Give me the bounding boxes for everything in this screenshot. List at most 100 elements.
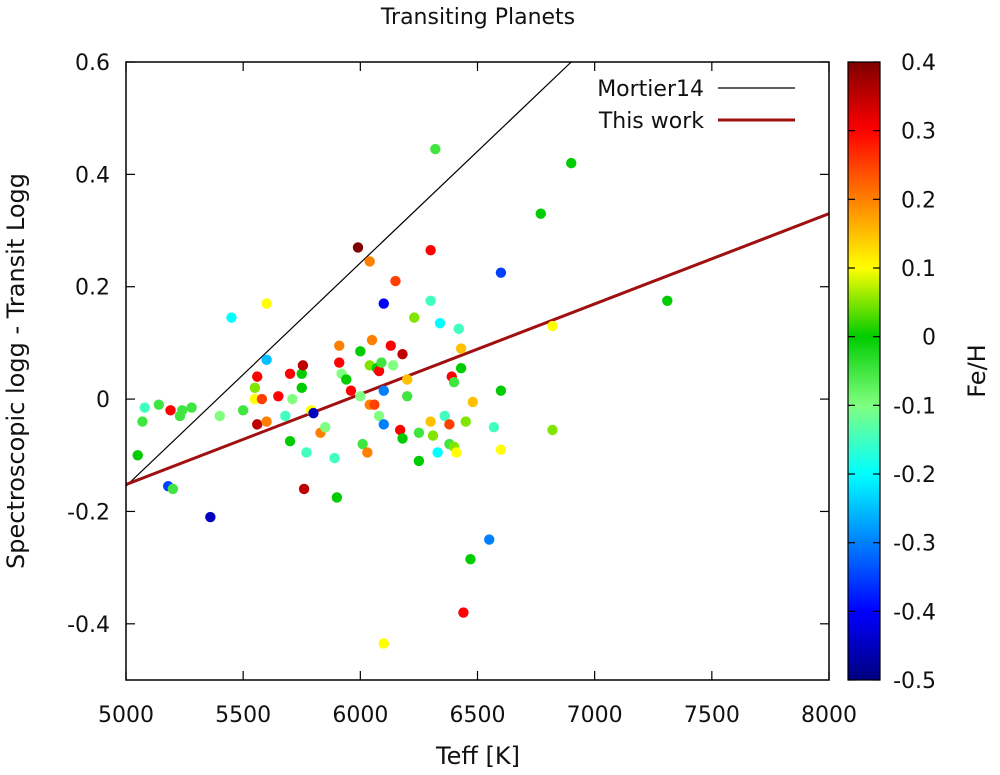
x-axis-title: Teff [K] (435, 742, 520, 770)
x-tick-label-6500: 6500 (450, 703, 506, 728)
data-point-17 (252, 371, 263, 382)
data-point-5 (165, 405, 176, 416)
data-point-26 (287, 393, 298, 405)
data-point-8 (177, 405, 188, 416)
data-point-57 (378, 298, 389, 309)
data-point-21 (261, 416, 272, 427)
data-point-24 (284, 368, 296, 380)
data-point-65 (397, 348, 408, 360)
data-point-97 (495, 444, 507, 455)
x-tick-label-5500: 5500 (215, 703, 271, 728)
data-point-13 (237, 405, 249, 416)
data-point-98 (535, 208, 546, 219)
x-tick-label-6000: 6000 (332, 703, 388, 728)
colorbar-tick-label-0-1: 0.1 (901, 257, 936, 282)
data-point-73 (425, 295, 436, 306)
data-point-101 (566, 157, 577, 169)
data-point-20 (261, 354, 272, 365)
data-point-67 (402, 374, 413, 385)
data-point-78 (434, 318, 446, 329)
data-point-85 (451, 447, 462, 458)
data-point-59 (378, 419, 389, 430)
data-point-6 (167, 483, 179, 495)
data-point-27 (296, 368, 307, 380)
data-point-58 (378, 385, 389, 396)
data-point-1 (137, 416, 148, 427)
legend-item-mortier14: Mortier14 (597, 77, 795, 102)
data-point-2 (139, 402, 150, 413)
data-point-10 (205, 511, 216, 523)
x-tick-label-8000: 8000 (801, 703, 857, 728)
colorbar-tick-label-0-2: -0.2 (893, 463, 936, 488)
data-point-76 (430, 143, 441, 155)
data-point-11 (214, 410, 225, 422)
data-point-46 (357, 438, 368, 450)
y-tick-label-0-6: 0.6 (75, 51, 110, 76)
data-point-62 (387, 360, 399, 371)
data-point-35 (319, 421, 331, 433)
y-tick-label-0-2: 0.2 (75, 276, 110, 301)
data-point-42 (345, 385, 357, 396)
data-point-100 (547, 424, 558, 436)
data-point-71 (413, 455, 425, 467)
data-point-33 (308, 407, 319, 419)
data-point-44 (355, 346, 366, 357)
data-point-25 (284, 436, 296, 447)
colorbar-ticks: 0.4 0.3 0.2 0.1 0 -0.1 -0.2 -0.3 -0.4 -0.5 (848, 51, 936, 694)
data-point-12 (226, 312, 237, 323)
data-points (132, 143, 673, 649)
data-point-96 (495, 385, 507, 396)
data-point-93 (484, 534, 495, 545)
data-point-28 (296, 382, 307, 394)
colorbar-title: Fe/H (963, 344, 991, 397)
legend-label-this-work: This work (598, 109, 704, 134)
legend-item-this-work: This work (598, 109, 795, 134)
data-point-61 (385, 340, 396, 351)
data-point-55 (373, 410, 385, 422)
data-point-0 (132, 450, 143, 461)
data-point-14 (249, 382, 261, 394)
data-point-69 (409, 312, 420, 323)
data-point-39 (334, 357, 345, 368)
y-axis-ticks: -0.4 -0.2 0 0.2 0.4 0.6 (67, 51, 829, 638)
data-point-52 (369, 399, 380, 410)
data-point-30 (298, 483, 310, 495)
data-point-56 (376, 357, 387, 368)
chart-title: Transiting Planets (380, 5, 575, 30)
plot-frame (125, 61, 830, 681)
data-point-9 (186, 402, 197, 413)
data-point-99 (547, 320, 558, 332)
data-point-102 (662, 295, 673, 306)
data-point-41 (341, 374, 352, 385)
data-point-54 (373, 365, 385, 377)
colorbar-tick-label-0-4: -0.4 (893, 600, 936, 625)
data-point-94 (488, 421, 500, 433)
data-point-36 (329, 452, 340, 464)
data-point-66 (397, 433, 408, 444)
data-point-63 (390, 275, 401, 287)
data-point-70 (413, 427, 425, 438)
x-axis-ticks: 5000 5500 6000 6500 7000 7500 8000 (98, 62, 857, 728)
data-point-48 (364, 256, 375, 267)
data-point-31 (301, 447, 312, 458)
data-point-91 (465, 554, 476, 565)
data-point-51 (366, 334, 378, 346)
fit-lines (126, 62, 829, 487)
data-point-90 (460, 416, 471, 427)
data-point-77 (432, 447, 443, 458)
data-point-80 (444, 419, 455, 430)
colorbar-tick-label-0-5: -0.5 (893, 669, 936, 694)
data-point-89 (458, 607, 469, 618)
y-tick-label-0-4: -0.4 (67, 613, 110, 638)
x-tick-label-7000: 7000 (567, 703, 623, 728)
colorbar-tick-label-0-4: 0.4 (901, 51, 936, 76)
legend-label-mortier14: Mortier14 (597, 77, 704, 102)
data-point-68 (402, 391, 413, 402)
colorbar-tick-label-0-3: 0.3 (901, 120, 936, 145)
colorbar-tick-label-0-2: 0.2 (901, 188, 936, 213)
colorbar-tick-label-0: 0 (922, 326, 936, 351)
data-point-60 (378, 638, 389, 649)
legend: Mortier14 This work (597, 77, 795, 134)
data-point-88 (455, 343, 467, 354)
